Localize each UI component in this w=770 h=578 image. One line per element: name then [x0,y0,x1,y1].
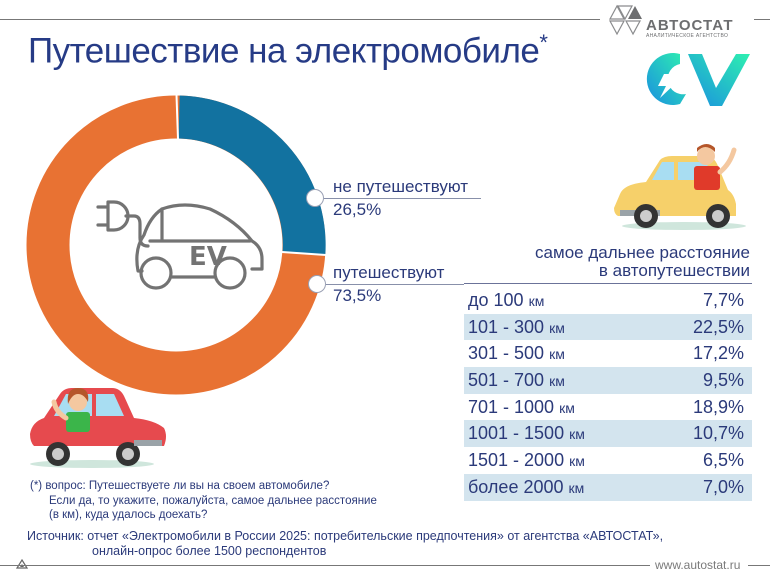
table-row: 1001 - 1500 км 10,7% [464,420,752,448]
distance-share: 22,5% [692,316,744,337]
callout-line [324,198,481,199]
distance-share: 9,5% [702,369,744,390]
distance-range: 101 - 300 км [468,317,565,338]
source-line: онлайн-опрос более 1500 респондентов [92,544,327,558]
callout-dot [306,189,324,207]
title-footnote-mark: * [539,30,548,55]
table-row: 301 - 500 км 17,2% [464,340,752,367]
distance-share: 6,5% [702,449,744,470]
distance-header-line1: самое дальнее расстояние [535,243,750,262]
footer-rule-right [748,565,770,566]
no-travel-value: 26,5% [333,200,382,219]
distance-range: более 2000 км [468,477,584,498]
travel-value: 73,5% [333,286,382,305]
range-unit: км [549,319,565,336]
man-in-yellow-car-illustration [614,144,746,230]
distance-share: 7,7% [702,289,744,310]
brand-tagline: АНАЛИТИЧЕСКОЕ АГЕНТСТВО [646,33,729,39]
table-row: 501 - 700 км 9,5% [464,367,752,394]
page-title-text: Путешествие на электромобиле [28,31,540,71]
distance-header-rule [464,283,752,284]
range-value: 501 - 700 [468,369,545,390]
header-rule-right [754,19,770,20]
ev-logo-icon [646,53,750,106]
no-travel-label: не путешествуют [333,177,469,196]
range-value: более 2000 [468,476,564,497]
distance-range: до 100 км [468,290,544,311]
distance-range: 501 - 700 км [468,370,565,391]
distance-range: 301 - 500 км [468,343,565,364]
callout-line [326,284,464,285]
footnote-line: (*) вопрос: Путешествуете ли вы на своем… [30,480,330,492]
autostat-logo: АВТОСТАТ АНАЛИТИЧЕСКОЕ АГЕНТСТВО [606,2,756,39]
donut-segment-no-travel [178,95,326,256]
table-row: 101 - 300 км 22,5% [464,313,752,341]
footer-rule [0,565,650,566]
table-row: до 100 км 7,7% [464,287,752,314]
table-row: 701 - 1000 км 18,9% [464,394,752,421]
distance-range: 1001 - 1500 км [468,423,585,444]
distance-share: 7,0% [702,476,744,497]
distance-table-header: самое дальнее расстояние в автопутешеств… [464,244,750,280]
footnote-line: (в км), куда удалось доехать? [49,509,208,521]
range-unit: км [559,399,575,416]
distance-header-line2: в автопутешествии [598,261,750,280]
range-value: до 100 [468,289,524,310]
autostat-triangle-icon [16,559,28,569]
ev-car-label: EV [189,242,227,272]
range-unit: км [569,426,585,443]
source-note: Источник: отчет «Электромобили в России … [27,529,663,559]
woman-in-red-car-illustration [30,388,166,468]
table-row: 1501 - 2000 км 6,5% [464,447,752,474]
ev-car-plug-icon [96,200,264,290]
survey-question-footnote: (*) вопрос: Путешествуете ли вы на своем… [30,479,377,523]
autostat-emblem-icon [608,4,642,36]
website-link[interactable]: www.autostat.ru [655,558,741,572]
range-value: 1501 - 2000 [468,449,565,470]
range-unit: км [549,372,565,389]
travel-label: путешествуют [333,263,445,282]
page-title: Путешествие на электромобиле* [28,30,548,72]
source-line: Источник: отчет «Электромобили в России … [27,529,664,543]
header-rule [0,19,600,20]
footnote-line: Если да, то укажите, пожалуйста, самое д… [49,494,377,507]
distance-range: 1501 - 2000 км [468,450,585,471]
range-value: 1001 - 1500 [468,423,565,444]
distance-share: 18,9% [692,396,744,417]
callout-dot [308,275,326,293]
distance-table: до 100 км 7,7% 101 - 300 км 22,5% 301 - … [464,287,752,501]
distance-share: 10,7% [692,423,744,444]
brand-name: АВТОСТАТ [646,17,734,34]
range-unit: км [569,452,585,469]
range-value: 301 - 500 [468,343,545,364]
travel-donut-chart: EV [26,95,326,395]
distance-share: 17,2% [692,343,744,364]
table-row: более 2000 км 7,0% [464,473,752,501]
range-unit: км [549,346,565,363]
range-value: 101 - 300 [468,316,545,337]
distance-range: 701 - 1000 км [468,397,575,418]
range-unit: км [528,292,545,309]
range-value: 701 - 1000 [468,396,555,417]
range-unit: км [568,479,585,496]
